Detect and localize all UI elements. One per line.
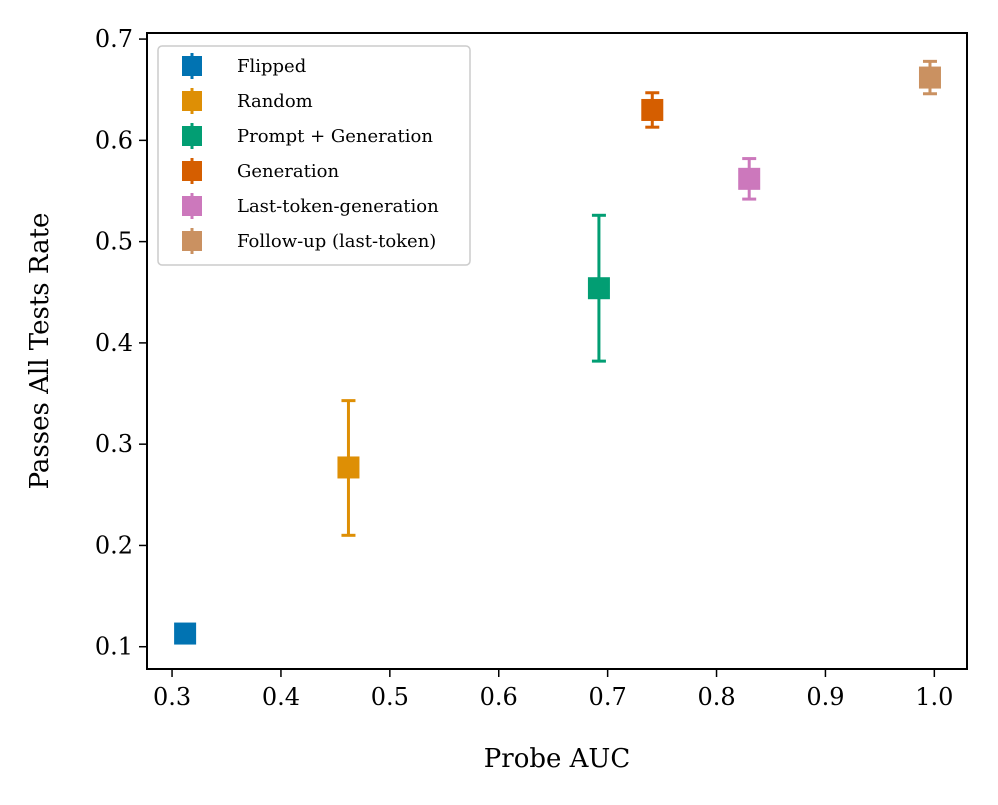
y-tick-label: 0.3 [95, 430, 133, 458]
x-axis-label: Probe AUC [484, 744, 630, 774]
legend-frame [157, 45, 471, 266]
x-tick-label: 0.3 [153, 683, 191, 711]
y-axis-ticks: 0.1 0.2 0.3 0.4 0.5 0.6 0.7 [95, 25, 147, 661]
legend-label: Follow-up (last-token) [237, 231, 436, 252]
y-tick-label: 0.5 [95, 228, 133, 256]
y-tick-label: 0.1 [95, 633, 133, 661]
data-point [337, 456, 360, 479]
legend-marker [182, 56, 202, 76]
y-tick-label: 0.6 [95, 126, 133, 154]
x-tick-label: 0.5 [371, 683, 409, 711]
plot-frame [146, 32, 968, 670]
data-point [641, 98, 664, 121]
legend-label: Last-token-generation [237, 196, 439, 217]
data-point [738, 167, 761, 190]
legend-marker [182, 126, 202, 146]
legend-marker [182, 231, 202, 251]
legend-label: Generation [237, 161, 339, 182]
data-point [174, 622, 197, 645]
x-tick-label: 0.9 [806, 683, 844, 711]
legend-label: Random [237, 91, 313, 112]
x-tick-label: 0.6 [480, 683, 518, 711]
y-tick-label: 0.7 [95, 25, 133, 53]
x-tick-label: 0.8 [697, 683, 735, 711]
x-tick-label: 0.7 [589, 683, 627, 711]
data-point [918, 66, 941, 89]
legend-label: Prompt + Generation [237, 126, 433, 147]
legend-label: Flipped [237, 56, 306, 77]
x-axis-ticks: 0.3 0.4 0.5 0.6 0.7 0.8 0.9 1.0 [153, 669, 953, 711]
x-tick-label: 1.0 [915, 683, 953, 711]
legend: Flipped Random Prompt + Generation Generati… [157, 45, 471, 266]
data-marks [174, 59, 941, 645]
y-tick-label: 0.4 [95, 329, 133, 357]
data-point [587, 277, 610, 300]
y-axis-label: Passes All Tests Rate [25, 213, 55, 490]
legend-marker [182, 91, 202, 111]
x-tick-label: 0.4 [262, 683, 300, 711]
legend-marker [182, 196, 202, 216]
legend-marker [182, 161, 202, 181]
y-tick-label: 0.2 [95, 531, 133, 559]
